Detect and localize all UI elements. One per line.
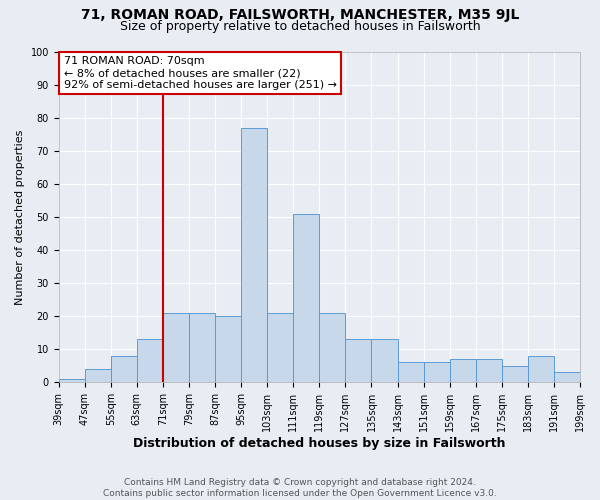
Bar	[267, 313, 293, 382]
Bar	[215, 316, 241, 382]
Bar	[163, 313, 189, 382]
Y-axis label: Number of detached properties: Number of detached properties	[15, 129, 25, 304]
Bar	[111, 356, 137, 382]
Bar	[346, 340, 371, 382]
Bar	[59, 379, 85, 382]
Bar	[424, 362, 449, 382]
Bar	[449, 359, 476, 382]
Text: 71 ROMAN ROAD: 70sqm
← 8% of detached houses are smaller (22)
92% of semi-detach: 71 ROMAN ROAD: 70sqm ← 8% of detached ho…	[64, 56, 337, 90]
Bar	[476, 359, 502, 382]
Bar	[85, 369, 111, 382]
Bar	[528, 356, 554, 382]
Text: 71, ROMAN ROAD, FAILSWORTH, MANCHESTER, M35 9JL: 71, ROMAN ROAD, FAILSWORTH, MANCHESTER, …	[81, 8, 519, 22]
Bar	[554, 372, 580, 382]
Bar	[137, 340, 163, 382]
Bar	[241, 128, 267, 382]
Text: Size of property relative to detached houses in Failsworth: Size of property relative to detached ho…	[119, 20, 481, 33]
Bar	[398, 362, 424, 382]
Text: Contains HM Land Registry data © Crown copyright and database right 2024.
Contai: Contains HM Land Registry data © Crown c…	[103, 478, 497, 498]
Bar	[293, 214, 319, 382]
Bar	[189, 313, 215, 382]
X-axis label: Distribution of detached houses by size in Failsworth: Distribution of detached houses by size …	[133, 437, 506, 450]
Bar	[502, 366, 528, 382]
Bar	[371, 340, 398, 382]
Bar	[319, 313, 346, 382]
